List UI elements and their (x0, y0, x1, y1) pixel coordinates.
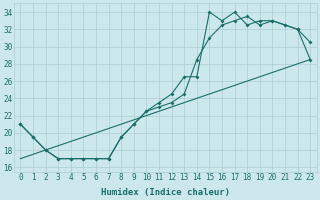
X-axis label: Humidex (Indice chaleur): Humidex (Indice chaleur) (101, 188, 230, 197)
